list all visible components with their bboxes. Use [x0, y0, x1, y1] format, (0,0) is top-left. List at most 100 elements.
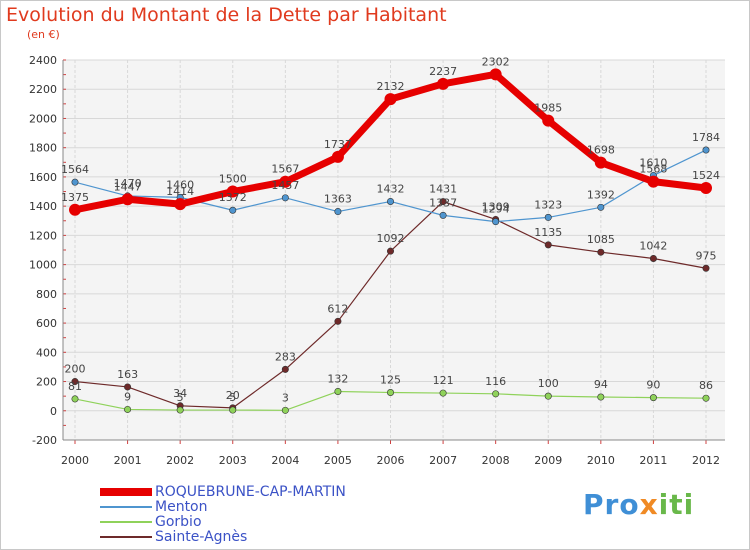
data-point-1 — [386, 197, 394, 205]
data-label-2: 125 — [380, 374, 401, 387]
data-point-0 — [489, 68, 502, 81]
data-label-3: 1042 — [639, 239, 667, 252]
data-label-3: 1092 — [377, 232, 405, 245]
data-point-1 — [229, 206, 237, 214]
data-label-2: 81 — [68, 380, 82, 393]
x-tick-label: 2012 — [692, 454, 720, 467]
data-label-2: 132 — [327, 372, 348, 385]
data-point-3 — [649, 254, 657, 262]
data-point-2 — [439, 389, 447, 397]
data-label-1: 1432 — [377, 182, 405, 195]
data-label-1: 1564 — [61, 163, 89, 176]
data-label-2: 86 — [699, 379, 713, 392]
data-label-2: 90 — [646, 379, 660, 392]
data-label-2: 94 — [594, 378, 608, 391]
legend-swatch-gorbio — [100, 521, 152, 523]
chart-title: Evolution du Montant de la Dette par Hab… — [6, 4, 447, 26]
data-point-0 — [594, 156, 607, 169]
data-point-1 — [71, 178, 79, 186]
data-point-1 — [544, 213, 552, 221]
data-label-1: 1457 — [271, 179, 299, 192]
data-point-1 — [439, 211, 447, 219]
data-label-0: 1698 — [587, 144, 615, 157]
y-tick-label: 200 — [36, 376, 57, 389]
data-point-3 — [544, 241, 552, 249]
data-label-0: 1567 — [271, 163, 299, 176]
data-point-3 — [597, 248, 605, 256]
x-tick-label: 2000 — [61, 454, 89, 467]
x-tick-label: 2009 — [534, 454, 562, 467]
data-label-1: 1372 — [219, 191, 247, 204]
x-tick-label: 2006 — [377, 454, 405, 467]
data-point-2 — [544, 392, 552, 400]
data-label-2: 121 — [433, 374, 454, 387]
data-point-1 — [492, 218, 500, 226]
y-tick-label: 2200 — [29, 83, 57, 96]
x-tick-label: 2011 — [639, 454, 667, 467]
data-label-3: 1085 — [587, 233, 615, 246]
y-tick-label: 1000 — [29, 259, 57, 272]
data-label-0: 1524 — [692, 169, 720, 182]
data-label-3: 1431 — [429, 183, 457, 196]
proxiti-logo: Proxiti — [583, 488, 694, 521]
legend-swatch-roquebrune — [100, 488, 152, 496]
x-tick-label: 2001 — [114, 454, 142, 467]
data-label-1: 1363 — [324, 193, 352, 206]
y-tick-label: 800 — [36, 288, 57, 301]
data-label-1: 1337 — [429, 196, 457, 209]
data-point-1 — [281, 194, 289, 202]
data-point-2 — [229, 406, 237, 414]
data-point-2 — [334, 387, 342, 395]
data-label-3: 1309 — [482, 200, 510, 213]
data-point-2 — [597, 393, 605, 401]
data-point-3 — [334, 317, 342, 325]
y-tick-label: 1400 — [29, 200, 57, 213]
data-label-0: 1568 — [639, 163, 667, 176]
data-label-1: 1294 — [482, 203, 510, 216]
data-point-2 — [71, 395, 79, 403]
plot-area — [63, 60, 725, 440]
legend-label-roquebrune: ROQUEBRUNE-CAP-MARTIN — [155, 484, 346, 500]
data-point-2 — [649, 394, 657, 402]
data-label-1: 1392 — [587, 188, 615, 201]
x-tick-label: 2002 — [166, 454, 194, 467]
data-point-0 — [174, 198, 187, 211]
data-label-0: 2302 — [482, 55, 510, 68]
data-label-0: 2237 — [429, 65, 457, 78]
data-point-0 — [542, 114, 555, 127]
data-point-0 — [279, 175, 292, 188]
data-point-3 — [281, 365, 289, 373]
data-label-2: 100 — [538, 377, 559, 390]
data-label-3: 163 — [117, 368, 138, 381]
data-label-0: 2132 — [377, 80, 405, 93]
y-tick-label: 400 — [36, 346, 57, 359]
data-label-0: 1985 — [534, 102, 562, 115]
legend-label-menton: Menton — [155, 499, 208, 515]
data-point-3 — [71, 378, 79, 386]
data-point-1 — [597, 203, 605, 211]
data-point-1 — [334, 208, 342, 216]
x-tick-label: 2003 — [219, 454, 247, 467]
legend-label-gorbio: Gorbio — [155, 514, 202, 530]
y-tick-label: 2000 — [29, 112, 57, 125]
data-point-1 — [702, 146, 710, 154]
data-label-1: 1460 — [166, 178, 194, 191]
data-label-0: 1447 — [114, 180, 142, 193]
data-label-3: 612 — [327, 302, 348, 315]
y-tick-label: -200 — [32, 434, 57, 447]
data-label-0: 1500 — [219, 173, 247, 186]
data-point-2 — [176, 406, 184, 414]
data-point-0 — [226, 185, 239, 198]
data-point-2 — [702, 394, 710, 402]
data-point-3 — [124, 383, 132, 391]
data-point-3 — [439, 198, 447, 206]
data-label-1: 1470 — [114, 177, 142, 190]
y-tick-label: 1600 — [29, 171, 57, 184]
x-tick-label: 2004 — [271, 454, 299, 467]
data-point-0 — [700, 182, 712, 195]
data-label-2: 116 — [485, 375, 506, 388]
chart-subtitle: (en €) — [27, 28, 60, 41]
legend-swatch-menton — [100, 506, 152, 508]
data-point-2 — [492, 390, 500, 398]
y-tick-label: 600 — [36, 317, 57, 330]
